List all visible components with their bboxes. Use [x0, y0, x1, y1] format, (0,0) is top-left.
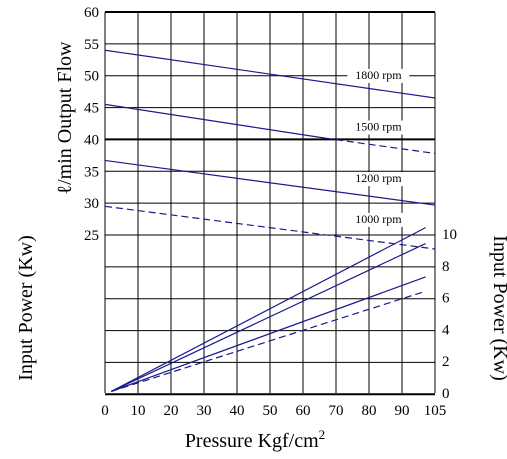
- power-line-1800-rpm: [111, 227, 426, 392]
- x-tick-label: 20: [164, 403, 179, 419]
- x-tick-label: 30: [197, 403, 212, 419]
- y-axis-label-input-power-right: Input Power (Kw): [489, 235, 507, 381]
- y-axis-label-output-flow: ℓ/min Output Flow: [54, 41, 76, 194]
- flow-tick-label: 25: [84, 228, 99, 244]
- flow-tick-label: 45: [84, 101, 99, 117]
- flow-tick-label: 30: [84, 196, 99, 212]
- flow-tick-label: 50: [84, 69, 99, 85]
- x-tick-label: 70: [329, 403, 344, 419]
- flow-line-1200-rpm: [104, 159, 436, 206]
- flow-tick-label: 55: [84, 37, 99, 53]
- flow-line-1500-rpm: [104, 103, 326, 139]
- y-axis-label-input-power-left: Input Power (Kw): [15, 235, 37, 381]
- flow-tick-label: 60: [84, 5, 99, 21]
- rpm-label-background: [347, 212, 410, 227]
- x-tick-label: 50: [263, 403, 278, 419]
- x-tick-label: 10: [131, 403, 146, 419]
- series: [104, 49, 436, 392]
- rpm-labels: 1800 rpm 1500 rpm 1200 rpm 1000 rpm: [347, 68, 410, 227]
- rpm-label: 1500 rpm: [355, 120, 402, 134]
- rpm-label-background: [347, 68, 410, 83]
- flow-tick-label: 35: [84, 164, 99, 180]
- rpm-label-background: [347, 172, 410, 187]
- tick-labels: 0 10 20 30 40 50 60 70 80 90 105 25 30 35 40 45 50 55 60 0 2…: [84, 5, 457, 419]
- flow-line-1500-rpm: [324, 137, 436, 155]
- power-line-1000-rpm: [111, 290, 426, 392]
- flow-tick-label: 40: [84, 132, 99, 148]
- x-tick-label: 105: [424, 403, 447, 419]
- x-tick-label: 0: [101, 403, 109, 419]
- flow-line-1800-rpm: [104, 49, 436, 99]
- rpm-label: 1200 rpm: [355, 171, 402, 185]
- x-tick-label: 60: [296, 403, 311, 419]
- power-tick-label: 8: [442, 259, 450, 275]
- x-tick-label: 80: [362, 403, 377, 419]
- power-tick-label: 0: [442, 386, 450, 402]
- x-tick-label: 40: [230, 403, 245, 419]
- rpm-label: 1000 rpm: [355, 212, 402, 226]
- flow-line-1000-rpm: [104, 205, 436, 250]
- x-tick-label: 90: [395, 403, 410, 419]
- power-line-1200-rpm: [111, 276, 426, 392]
- x-axis-label: Pressure Kgf/cm2: [185, 427, 325, 452]
- rpm-label: 1800 rpm: [355, 68, 402, 82]
- power-tick-label: 6: [442, 291, 450, 307]
- power-line-1500-rpm: [111, 242, 426, 392]
- power-tick-label: 2: [442, 354, 450, 370]
- power-tick-label: 10: [442, 227, 457, 243]
- rpm-label-background: [347, 120, 410, 135]
- power-tick-label: 4: [442, 322, 450, 338]
